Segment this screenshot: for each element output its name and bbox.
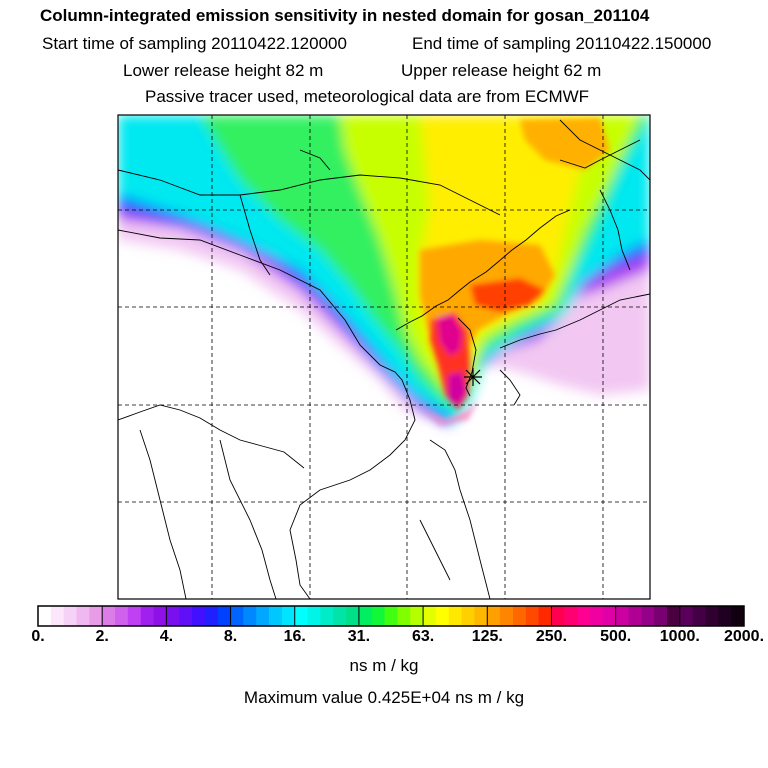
receptor-marker	[464, 368, 482, 386]
colorbar-tick-label: 250.	[535, 628, 568, 645]
colorbar-swatch	[435, 606, 450, 626]
colorbar-swatch	[641, 606, 655, 626]
colorbar-swatch	[281, 606, 296, 626]
colorbar-swatch	[76, 606, 90, 626]
colorbar-swatch	[320, 606, 334, 626]
field-red-east	[470, 278, 545, 312]
map-frame	[117, 114, 651, 600]
colorbar-units: ns m / kg	[349, 656, 419, 675]
colorbar-swatch	[448, 606, 462, 626]
colorbar-swatch	[666, 606, 681, 626]
start-time-label: Start time of sampling 20110422.120000	[42, 34, 347, 53]
colorbar-swatch	[461, 606, 475, 626]
colorbar-swatch	[551, 606, 565, 626]
colorbar-tick-label: 16.	[283, 628, 306, 645]
colorbar-swatch	[153, 606, 167, 626]
maximum-value-text: Maximum value 0.425E+04 ns m / kg	[243, 688, 525, 707]
upper-release-height-label: Upper release height 62 m	[401, 61, 602, 80]
colorbar-swatch	[371, 606, 385, 626]
colorbar-swatch	[525, 606, 540, 626]
colorbar-tick-label: 125.	[471, 628, 503, 645]
colorbar-swatch	[500, 606, 514, 626]
plot-title: Column-integrated emission sensitivity i…	[40, 6, 650, 25]
colorbar-tick-label: 31.	[347, 628, 371, 645]
colorbar-tick-label: 8.	[223, 628, 238, 645]
colorbar-swatch	[615, 606, 629, 626]
colorbar-swatch	[140, 606, 154, 626]
field-orange-upper	[520, 118, 610, 170]
coastlines	[118, 119, 650, 599]
colorbar-swatch	[294, 606, 308, 626]
colorbar-swatch	[192, 606, 206, 626]
colorbar-swatch	[217, 606, 231, 626]
colorbar-swatch	[397, 606, 411, 626]
colorbar-swatch	[487, 606, 501, 626]
colorbar-swatch	[679, 606, 694, 626]
colorbar-swatch	[718, 606, 732, 626]
colorbar-tick-label: 2000.	[723, 628, 765, 645]
colorbar-tick-label: 2.	[95, 628, 109, 645]
colorbar-swatch	[204, 606, 219, 626]
field-magenta-south	[448, 372, 466, 406]
colorbar-swatch	[89, 606, 103, 626]
colorbar	[37, 605, 745, 627]
colorbar-tick-label: 63.	[411, 628, 435, 645]
colorbar-swatch	[705, 606, 719, 626]
colorbar-swatch	[50, 606, 65, 626]
colorbar-swatch	[127, 606, 142, 626]
colorbar-swatch	[230, 606, 244, 626]
sensitivity-field	[118, 115, 650, 599]
colorbar-swatch	[512, 606, 527, 626]
colorbar-swatch	[63, 606, 77, 626]
colorbar-tick-label: 0.	[31, 628, 45, 645]
colorbar-swatch	[243, 606, 257, 626]
colorbar-swatch	[602, 606, 617, 626]
colorbar-swatch	[589, 606, 604, 626]
colorbar-swatch	[166, 606, 180, 626]
colorbar-swatch	[577, 606, 591, 626]
colorbar-tick-label: 500.	[600, 628, 632, 645]
colorbar-tick-label: 4.	[159, 628, 174, 645]
colorbar-tick-label: 1000.	[659, 628, 700, 645]
colorbar-swatch	[256, 606, 270, 626]
end-time-label: End time of sampling 20110422.150000	[412, 34, 712, 53]
colorbar-swatch	[538, 606, 552, 626]
colorbar-swatch	[346, 606, 360, 626]
colorbar-swatch	[333, 606, 347, 626]
colorbar-swatch	[423, 606, 437, 626]
colorbar-swatch	[474, 606, 488, 626]
lower-release-height-label: Lower release height 82 m	[123, 61, 324, 80]
field-magenta-core	[437, 314, 462, 356]
colorbar-swatch	[410, 606, 424, 626]
colorbar-swatch	[358, 606, 373, 626]
colorbar-swatch	[269, 606, 283, 626]
colorbar-swatch	[179, 606, 193, 626]
colorbar-swatch	[115, 606, 129, 626]
colorbar-swatch	[628, 606, 642, 626]
colorbar-swatch	[102, 606, 116, 626]
graticule	[118, 115, 650, 599]
field-pink-ring	[412, 400, 478, 425]
colorbar-swatch	[564, 606, 578, 626]
colorbar-swatch	[654, 606, 668, 626]
colorbar-frame	[37, 605, 745, 627]
tracer-note: Passive tracer used, meteorological data…	[145, 87, 590, 106]
colorbar-swatch	[692, 606, 706, 626]
colorbar-swatch	[731, 606, 745, 626]
colorbar-swatch	[384, 606, 398, 626]
colorbar-swatch	[38, 606, 52, 626]
colorbar-swatch	[307, 606, 321, 626]
